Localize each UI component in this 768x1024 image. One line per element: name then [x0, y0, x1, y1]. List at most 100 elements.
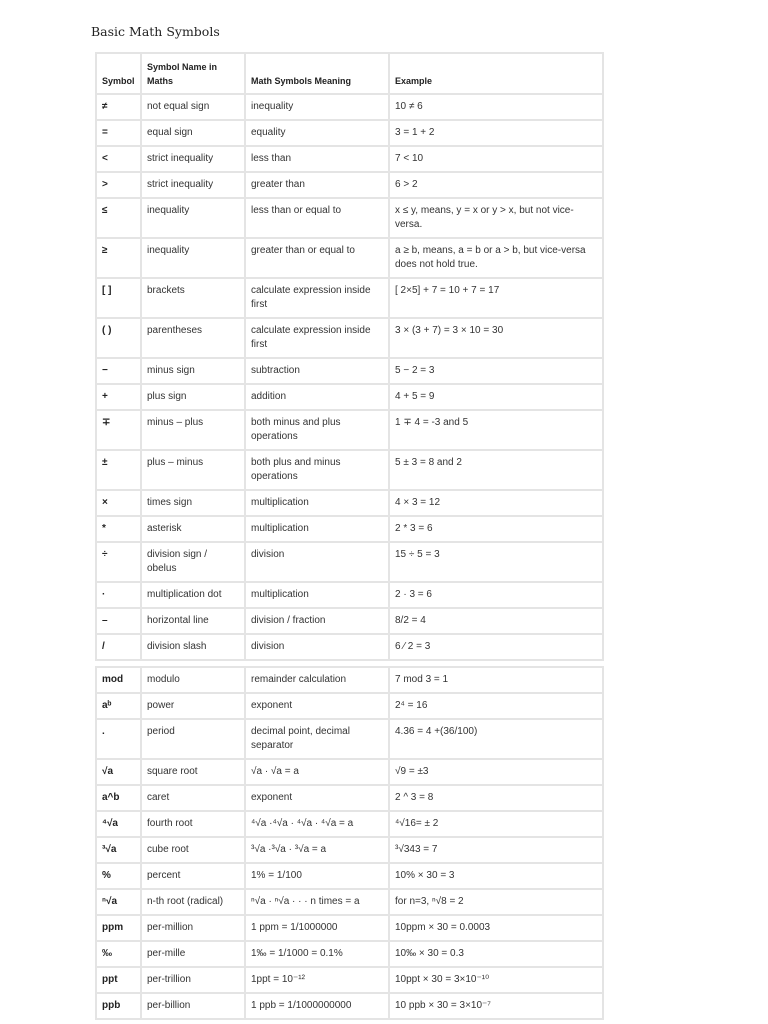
- cell-meaning: greater than: [244, 171, 390, 199]
- cell-symbol: ≠: [95, 93, 142, 121]
- cell-example: ⁴√16= ± 2: [388, 810, 604, 838]
- cell-example: a ≥ b, means, a = b or a > b, but vice-v…: [388, 237, 604, 279]
- cell-example: 7 mod 3 = 1: [388, 666, 604, 694]
- cell-symbol: <: [95, 145, 142, 173]
- cell-example: 10 ≠ 6: [388, 93, 604, 121]
- cell-name: strict inequality: [140, 145, 246, 173]
- cell-symbol: aᵇ: [95, 692, 142, 720]
- table-row: ± plus – minus both plus and minus operati…: [95, 449, 604, 491]
- cell-symbol: ⁴√a: [95, 810, 142, 838]
- cell-meaning: equality: [244, 119, 390, 147]
- cell-example: 10 ppb × 30 = 3×10⁻⁷: [388, 992, 604, 1020]
- table-row: a^b caret exponent 2 ^ 3 = 8: [95, 784, 604, 812]
- cell-name: strict inequality: [140, 171, 246, 199]
- cell-symbol: √a: [95, 758, 142, 786]
- cell-meaning: exponent: [244, 784, 390, 812]
- cell-example: 2⁴ = 16: [388, 692, 604, 720]
- table-row: ppm per-million 1 ppm = 1/1000000 10ppm × 3…: [95, 914, 604, 942]
- cell-name: cube root: [140, 836, 246, 864]
- cell-symbol: ≥: [95, 237, 142, 279]
- cell-symbol: ∓: [95, 409, 142, 451]
- table-row: ppt per-trillion 1ppt = 10⁻¹² 10ppt × 30 = …: [95, 966, 604, 994]
- cell-example: 10‰ × 30 = 0.3: [388, 940, 604, 968]
- cell-name: brackets: [140, 277, 246, 319]
- cell-symbol: ≤: [95, 197, 142, 239]
- table-row: ≤ inequality less than or equal to x ≤ y, m…: [95, 197, 604, 239]
- cell-name: parentheses: [140, 317, 246, 359]
- cell-symbol: .: [95, 718, 142, 760]
- cell-name: equal sign: [140, 119, 246, 147]
- cell-name: not equal sign: [140, 93, 246, 121]
- symbols-table: Symbol Symbol Name in Maths Math Symbols…: [95, 52, 604, 661]
- cell-meaning: 1 ppm = 1/1000000: [244, 914, 390, 942]
- cell-example: 3 = 1 + 2: [388, 119, 604, 147]
- table-row: × times sign multiplication 4 × 3 = 12: [95, 489, 604, 517]
- cell-example: ³√343 = 7: [388, 836, 604, 864]
- cell-example: 6 ⁄ 2 = 3: [388, 633, 604, 661]
- cell-name: n-th root (radical): [140, 888, 246, 916]
- cell-symbol: mod: [95, 666, 142, 694]
- cell-name: inequality: [140, 237, 246, 279]
- table-header: Symbol Symbol Name in Maths Math Symbols…: [95, 52, 604, 95]
- cell-meaning: 1 ppb = 1/1000000000: [244, 992, 390, 1020]
- table-row: / division slash division 6 ⁄ 2 = 3: [95, 633, 604, 661]
- cell-meaning: calculate expression inside first: [244, 277, 390, 319]
- table-row: ‰ per-mille 1‰ = 1/1000 = 0.1% 10‰ × 30 = 0…: [95, 940, 604, 968]
- cell-symbol: /: [95, 633, 142, 661]
- cell-meaning: multiplication: [244, 515, 390, 543]
- cell-meaning: multiplication: [244, 581, 390, 609]
- cell-example: 10ppm × 30 = 0.0003: [388, 914, 604, 942]
- cell-meaning: division: [244, 633, 390, 661]
- table-row: ≥ inequality greater than or equal to a ≥ b…: [95, 237, 604, 279]
- cell-meaning: 1ppt = 10⁻¹²: [244, 966, 390, 994]
- cell-meaning: less than: [244, 145, 390, 173]
- table-row: − minus sign subtraction 5 − 2 = 3: [95, 357, 604, 385]
- cell-example: 7 < 10: [388, 145, 604, 173]
- table-row: ∓ minus – plus both minus and plus operati…: [95, 409, 604, 451]
- cell-example: 5 ± 3 = 8 and 2: [388, 449, 604, 491]
- cell-symbol: >: [95, 171, 142, 199]
- table-row: < strict inequality less than 7 < 10: [95, 145, 604, 173]
- cell-example: 8/2 = 4: [388, 607, 604, 635]
- cell-meaning: calculate expression inside first: [244, 317, 390, 359]
- cell-name: percent: [140, 862, 246, 890]
- table-row: · multiplication dot multiplication 2 · 3 =…: [95, 581, 604, 609]
- cell-meaning: ⁴√a ·⁴√a · ⁴√a · ⁴√a = a: [244, 810, 390, 838]
- table-row: ³√a cube root ³√a ·³√a · ³√a = a ³√343 = 7: [95, 836, 604, 864]
- cell-meaning: 1‰ = 1/1000 = 0.1%: [244, 940, 390, 968]
- cell-symbol: ppt: [95, 966, 142, 994]
- cell-name: power: [140, 692, 246, 720]
- cell-name: times sign: [140, 489, 246, 517]
- header-meaning: Math Symbols Meaning: [244, 52, 390, 95]
- cell-example: [ 2×5] + 7 = 10 + 7 = 17: [388, 277, 604, 319]
- cell-example: 6 > 2: [388, 171, 604, 199]
- cell-meaning: √a · √a = a: [244, 758, 390, 786]
- cell-example: √9 = ±3: [388, 758, 604, 786]
- cell-name: minus sign: [140, 357, 246, 385]
- cell-symbol: a^b: [95, 784, 142, 812]
- table-row: + plus sign addition 4 + 5 = 9: [95, 383, 604, 411]
- cell-symbol: ‰: [95, 940, 142, 968]
- cell-name: asterisk: [140, 515, 246, 543]
- cell-example: 10ppt × 30 = 3×10⁻¹⁰: [388, 966, 604, 994]
- cell-meaning: exponent: [244, 692, 390, 720]
- cell-meaning: remainder calculation: [244, 666, 390, 694]
- cell-symbol: *: [95, 515, 142, 543]
- cell-example: 2 ^ 3 = 8: [388, 784, 604, 812]
- cell-example: 4.36 = 4 +(36/100): [388, 718, 604, 760]
- cell-meaning: less than or equal to: [244, 197, 390, 239]
- table-row: ⁴√a fourth root ⁴√a ·⁴√a · ⁴√a · ⁴√a = a ⁴√…: [95, 810, 604, 838]
- cell-meaning: addition: [244, 383, 390, 411]
- cell-name: per-billion: [140, 992, 246, 1020]
- table-row: . period decimal point, decimal separator 4…: [95, 718, 604, 760]
- cell-symbol: ×: [95, 489, 142, 517]
- cell-symbol: ÷: [95, 541, 142, 583]
- cell-symbol: ⁿ√a: [95, 888, 142, 916]
- cell-name: horizontal line: [140, 607, 246, 635]
- cell-meaning: division: [244, 541, 390, 583]
- cell-name: per-trillion: [140, 966, 246, 994]
- cell-symbol: ( ): [95, 317, 142, 359]
- cell-symbol: =: [95, 119, 142, 147]
- cell-meaning: decimal point, decimal separator: [244, 718, 390, 760]
- table-row: – horizontal line division / fraction 8/2 =…: [95, 607, 604, 635]
